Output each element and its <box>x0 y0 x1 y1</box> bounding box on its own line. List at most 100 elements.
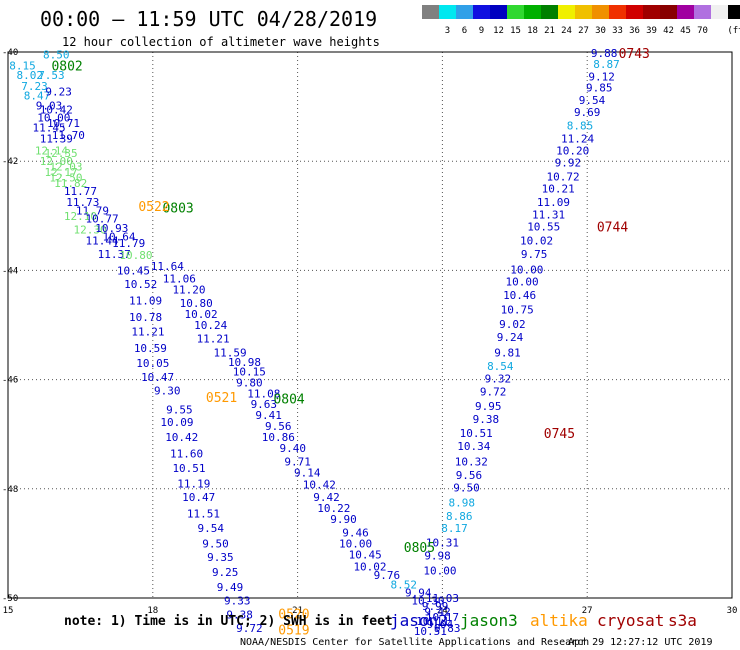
track-label: 0519 <box>278 624 309 639</box>
grid <box>8 52 732 598</box>
wave-height-value: 9.56 <box>265 420 292 433</box>
wave-height-value: 9.54 <box>579 94 606 107</box>
wave-height-value: 10.05 <box>136 357 169 370</box>
wave-height-value: 9.75 <box>521 248 548 261</box>
wave-height-value: 10.42 <box>165 431 198 444</box>
scale-swatch <box>422 5 439 19</box>
scale-swatch <box>677 5 694 19</box>
wave-height-value: 10.32 <box>455 456 488 469</box>
wave-height-value: 10.55 <box>527 221 560 234</box>
scale-label: 9 <box>479 26 484 36</box>
wave-height-value: 10.30 <box>411 595 444 608</box>
wave-height-value: 9.56 <box>456 469 483 482</box>
wave-height-value: 8.17 <box>441 522 468 535</box>
wave-height-value: 11.77 <box>64 185 97 198</box>
wave-height-value: 11.19 <box>177 477 210 490</box>
wave-height-value: 9.69 <box>574 106 601 119</box>
wave-height-value: 10.59 <box>134 342 167 355</box>
wave-height-value: 10.00 <box>423 565 456 578</box>
wave-height-value: 9.46 <box>342 526 369 539</box>
chart-subtitle: 12 hour collection of altimeter wave hei… <box>62 35 380 49</box>
wave-height-value: 11.03 <box>426 592 459 605</box>
wave-height-value: 10.86 <box>262 431 295 444</box>
scale-swatch <box>711 5 728 19</box>
wave-height-value: 11.73 <box>66 196 99 209</box>
wave-height-value: 10.64 <box>102 231 135 244</box>
y-tick-label: -50 <box>2 594 18 604</box>
wave-height-value: 9.40 <box>280 442 307 455</box>
x-tick-label: 21 <box>292 606 303 616</box>
wave-height-value: 9.32 <box>485 373 512 386</box>
wave-height-value: 8.50 <box>43 49 70 62</box>
wave-height-value: 11.06 <box>163 273 196 286</box>
wave-height-value: 11.37 <box>98 248 131 261</box>
scale-label: 6 <box>462 26 467 36</box>
wave-height-value: 10.80 <box>180 297 213 310</box>
scale-unit: (ft) <box>727 26 740 36</box>
wave-height-value: 11.51 <box>187 507 220 520</box>
scale-label: 45 <box>680 26 691 36</box>
scale-swatch <box>643 5 660 19</box>
wave-height-value: 11.82 <box>54 177 87 190</box>
scale-label: 30 <box>595 26 606 36</box>
wave-height-value: 10.11 <box>416 615 449 628</box>
scale-label: 27 <box>578 26 589 36</box>
wave-height-value: 9.49 <box>217 581 244 594</box>
y-tick-label: -42 <box>2 157 18 167</box>
wave-height-value: 9.98 <box>424 549 451 562</box>
wave-height-value: 9.72 <box>480 386 507 399</box>
wave-height-value: 9.50 <box>202 537 229 550</box>
legend-altika: altika <box>530 611 588 630</box>
y-tick-label: -48 <box>2 485 18 495</box>
wave-height-value: 11.24 <box>561 132 594 145</box>
wave-height-value: 9.99 <box>422 600 449 613</box>
wave-height-value: 9.04 <box>427 618 454 631</box>
wave-height-value: 8.15 <box>9 60 36 73</box>
wave-height-value: 10.20 <box>556 144 589 157</box>
track-label: 0745 <box>544 427 575 442</box>
wave-height-value: 9.23 <box>45 85 72 98</box>
wave-height-value: 10.00 <box>339 537 372 550</box>
wave-height-value: 10.31 <box>426 536 459 549</box>
wave-height-value: 10.24 <box>194 319 227 332</box>
wave-height-value: 9.71 <box>284 456 311 469</box>
wave-height-value: 9.30 <box>154 385 181 398</box>
wave-height-value: 9.03 <box>36 100 63 113</box>
wave-height-value: 10.00 <box>37 112 70 125</box>
wave-height-value: 9.50 <box>453 482 480 495</box>
wave-height-value: 9.63 <box>251 398 278 411</box>
track-label: 0521 <box>206 391 237 406</box>
wave-height-value: 10.09 <box>160 416 193 429</box>
x-tick-label: 30 <box>727 606 738 616</box>
wave-height-value: 9.25 <box>212 566 239 579</box>
scale-swatch <box>626 5 643 19</box>
track-label: 0805 <box>404 541 435 556</box>
wave-height-value: 11.31 <box>532 209 565 222</box>
wave-height-value: 10.51 <box>414 625 447 638</box>
wave-height-value: 9.33 <box>224 595 251 608</box>
wave-height-value: 9.02 <box>499 318 526 331</box>
wave-height-value: 10.71 <box>47 117 80 130</box>
wave-height-value: 12.50 <box>49 172 82 185</box>
credit-text: NOAA/NESDIS Center for Satellite Applica… <box>240 637 589 648</box>
scale-swatch <box>575 5 592 19</box>
scale-swatch <box>592 5 609 19</box>
wave-height-value: 10.45 <box>349 548 382 561</box>
wave-height-value: 10.77 <box>86 213 119 226</box>
legend-jason2: jason2 <box>390 611 448 630</box>
wave-height-value: 11.79 <box>112 237 145 250</box>
wave-height-value: 11.70 <box>52 129 85 142</box>
wave-height-value: 9.42 <box>424 606 451 619</box>
scale-swatch <box>694 5 711 19</box>
wave-height-value: 10.15 <box>233 365 266 378</box>
wave-height-value: 10.52 <box>124 278 157 291</box>
wave-height-value: 9.12 <box>588 71 615 84</box>
wave-height-value: 8.86 <box>446 510 473 523</box>
satellite-legend: jason2 jason3 altika cryosat s3a <box>390 611 697 630</box>
wave-height-value: 10.51 <box>172 462 205 475</box>
wave-height-value: 10.51 <box>460 427 493 440</box>
wave-height-value: 10.47 <box>182 491 215 504</box>
wave-height-value: 10.02 <box>520 234 553 247</box>
scale-swatch <box>728 5 740 19</box>
track-label: 0802 <box>51 60 82 75</box>
